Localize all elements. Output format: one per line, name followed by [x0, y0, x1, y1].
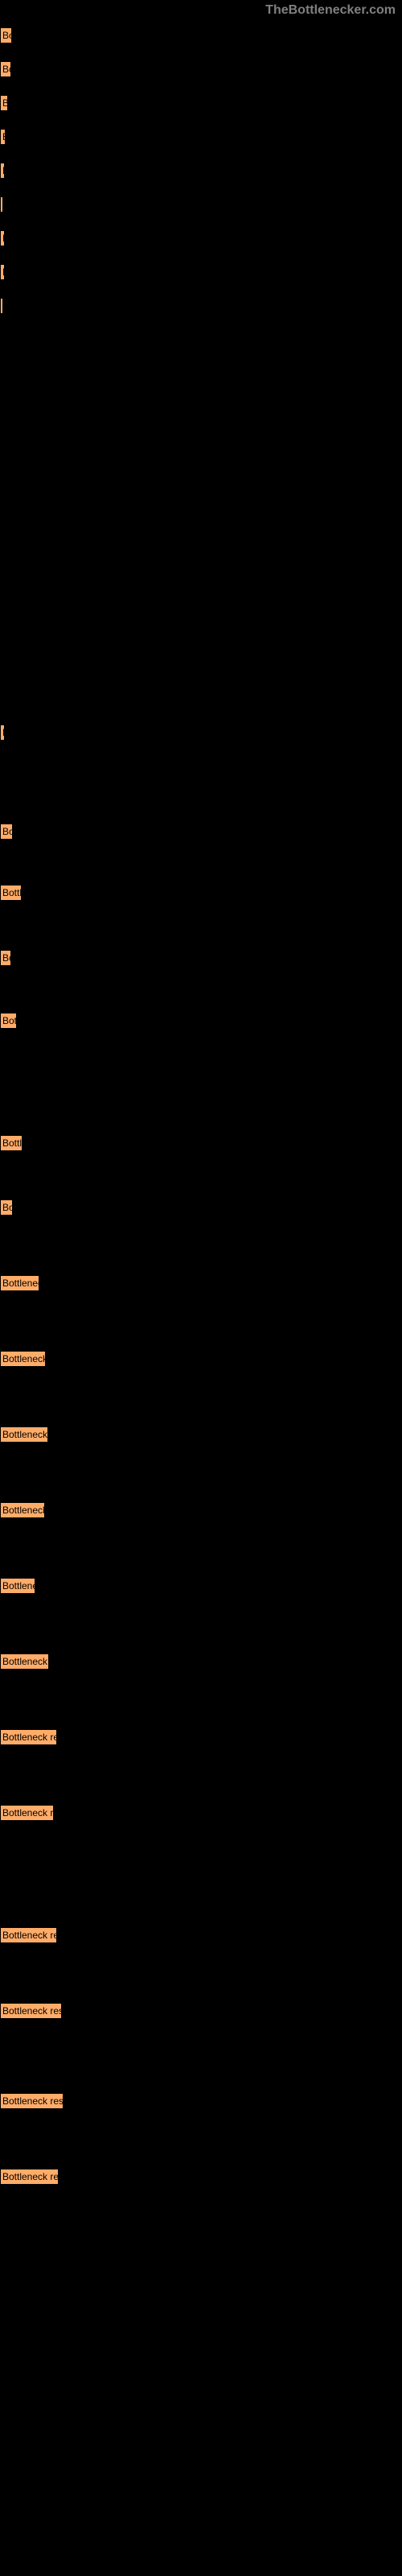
bar-row: Bottleneck result: [0, 1502, 45, 1518]
bar-row: Bottleneck result: [0, 1275, 39, 1291]
bar: Bottleneck result: [0, 1275, 39, 1291]
bar-row: [0, 298, 3, 314]
bar-row: Bottleneck: [0, 1135, 23, 1151]
bar: Bottleneck: [0, 61, 11, 77]
bar: Bottleneck: [0, 885, 22, 901]
bar-row: Bottleneck: [0, 950, 11, 966]
bar-row: Bottleneck result: [0, 1426, 48, 1443]
bar-chart: Bottleneck Bottleneck Bottleneck Bottleneck…: [0, 0, 402, 2576]
bar: Bottleneck: [0, 724, 5, 741]
bar-row: Bottleneck result: [0, 2169, 59, 2185]
bar: Bottleneck result: [0, 1653, 49, 1670]
bar: Bottleneck: [0, 95, 8, 111]
bar: Bottleneck result: [0, 1729, 57, 1745]
bar: Bottleneck result: [0, 2093, 64, 2109]
bar-row: [0, 196, 3, 213]
bar-row: Bottleneck: [0, 1199, 13, 1216]
bar: Bottleneck: [0, 230, 5, 246]
bar: Bottleneck: [0, 824, 13, 840]
bar: Bottleneck: [0, 1013, 17, 1029]
bar-row: Bottleneck: [0, 1013, 17, 1029]
bar: Bottleneck result: [0, 1927, 57, 1943]
bar: Bottleneck: [0, 264, 5, 280]
bar-row: Bottleneck result: [0, 1578, 35, 1594]
bar-row: Bottleneck result: [0, 1927, 57, 1943]
bar-row: Bottleneck: [0, 230, 5, 246]
bar-row: Bottleneck result: [0, 1805, 54, 1821]
bar-row: Bottleneck: [0, 885, 22, 901]
bar-row: Bottleneck result: [0, 1351, 46, 1367]
bar: [0, 298, 3, 314]
bar: [0, 196, 3, 213]
bar: Bottleneck result: [0, 1426, 48, 1443]
bar: Bottleneck result: [0, 1351, 46, 1367]
bar: Bottleneck result: [0, 1578, 35, 1594]
bar: Bottleneck result: [0, 2169, 59, 2185]
bar: Bottleneck: [0, 27, 12, 43]
bar: Bottleneck result: [0, 1805, 54, 1821]
bar: Bottleneck: [0, 1199, 13, 1216]
bar: Bottleneck result: [0, 2003, 62, 2019]
bar: Bottleneck: [0, 163, 5, 179]
bar-row: Bottleneck: [0, 824, 13, 840]
bar-row: Bottleneck: [0, 163, 5, 179]
bar-row: Bottleneck: [0, 27, 12, 43]
bar-row: Bottleneck result: [0, 1653, 49, 1670]
bar-row: Bottleneck result: [0, 2003, 62, 2019]
bar-row: Bottleneck: [0, 724, 5, 741]
bar-row: Bottleneck: [0, 61, 11, 77]
bar: Bottleneck result: [0, 1502, 45, 1518]
bar-row: Bottleneck result: [0, 2093, 64, 2109]
bar-row: Bottleneck result: [0, 1729, 57, 1745]
bar: Bottleneck: [0, 950, 11, 966]
bar-row: Bottleneck: [0, 264, 5, 280]
bar: Bottleneck: [0, 1135, 23, 1151]
bar-row: Bottleneck: [0, 95, 8, 111]
bar-row: Bottleneck: [0, 129, 6, 145]
bar: Bottleneck: [0, 129, 6, 145]
